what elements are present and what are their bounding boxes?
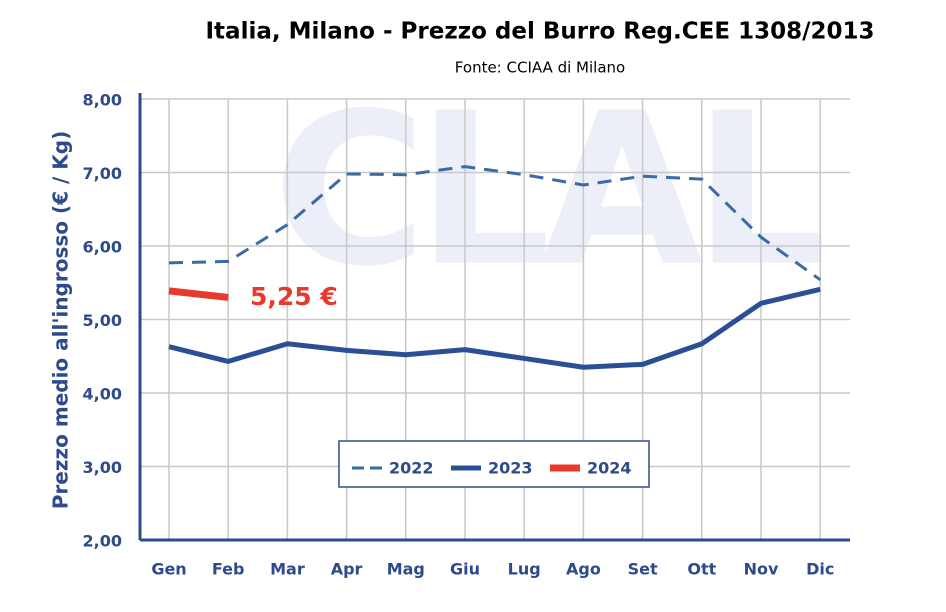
legend-label: 2023 [488, 459, 533, 478]
y-axis-label: Prezzo medio all'ingrosso (€ / Kg) [49, 131, 73, 509]
series-line [168, 286, 821, 370]
y-tick-label: 4,00 [83, 385, 122, 404]
chart-title: Italia, Milano - Prezzo del Burro Reg.CE… [206, 19, 875, 45]
y-tick-label: 7,00 [83, 164, 122, 183]
series-line [168, 287, 229, 301]
x-tick-label: Set [628, 560, 658, 579]
x-tick-label: Ott [687, 560, 716, 579]
watermark: CLAL [273, 68, 822, 313]
x-tick-label: Giu [450, 560, 480, 579]
y-tick-label: 6,00 [83, 238, 122, 257]
y-tick-label: 2,00 [83, 532, 122, 551]
x-tick-label: Lug [508, 560, 541, 579]
x-tick-label: Dic [806, 560, 834, 579]
x-tick-label: Apr [331, 560, 363, 579]
legend-label: 2022 [389, 459, 434, 478]
x-tick-label: Gen [151, 560, 186, 579]
y-tick-label: 5,00 [83, 311, 122, 330]
x-tick-label: Feb [212, 560, 245, 579]
x-tick-label: Ago [566, 560, 601, 579]
annotation: 5,25 € [250, 282, 338, 311]
series-line [168, 165, 822, 282]
legend: 2022 2023 2024 [338, 440, 650, 488]
x-tick-label: Nov [744, 560, 779, 579]
legend-label: 2024 [587, 459, 632, 478]
y-tick-label: 8,00 [83, 91, 122, 110]
chart-subtitle: Fonte: CCIAA di Milano [455, 59, 625, 77]
x-tick-label: Mar [270, 560, 305, 579]
legend-box [338, 440, 650, 488]
x-tick-label: Mag [387, 560, 425, 579]
y-tick-label: 3,00 [83, 458, 122, 477]
